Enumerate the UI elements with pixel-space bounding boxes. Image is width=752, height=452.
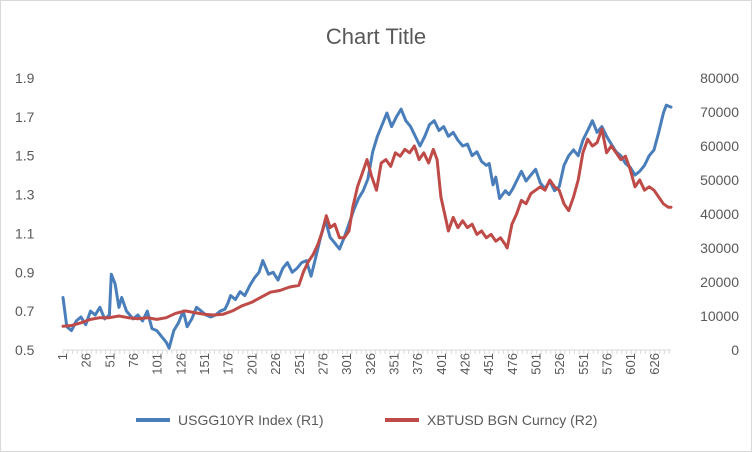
x-tick-label: 476: [505, 353, 520, 375]
x-tick-label: 301: [339, 353, 354, 375]
y-right-tick-label: 40000: [700, 206, 739, 222]
x-tick-label: 1: [55, 353, 70, 360]
series-line-2: [61, 127, 673, 328]
x-tick-label: 126: [173, 353, 188, 375]
legend-label-2: XBTUSD BGN Curncy (R2): [427, 412, 597, 428]
y-left-tick-label: 0.5: [15, 342, 35, 358]
y-left-tick-label: 1.7: [15, 109, 35, 125]
x-tick-label: 76: [126, 353, 141, 367]
x-tick-label: 226: [268, 353, 283, 375]
legend-label-1: USGG10YR Index (R1): [178, 412, 324, 428]
x-tick-label: 176: [221, 353, 236, 375]
y-right-tick-label: 30000: [700, 240, 739, 256]
y-left-tick-label: 0.7: [15, 303, 35, 319]
y-right-tick-label: 10000: [700, 308, 739, 324]
x-tick-label: 26: [79, 353, 94, 367]
x-tick-label: 101: [150, 353, 165, 375]
series-line-1: [61, 103, 673, 350]
x-tick-label: 151: [197, 353, 212, 375]
legend: USGG10YR Index (R1) XBTUSD BGN Curncy (R2…: [136, 412, 597, 428]
y-left-tick-label: 1.5: [15, 148, 35, 164]
y-right-tick-label: 70000: [700, 104, 739, 120]
x-tick-label: 276: [315, 353, 330, 375]
y-right-tick-label: 60000: [700, 138, 739, 154]
x-tick-label: 251: [292, 353, 307, 375]
y-left-tick-label: 0.9: [15, 264, 35, 280]
y-right-tick-label: 50000: [700, 172, 739, 188]
x-axis: 1 26 51 76 101 126 151 176 201 226 251 276 301 326 351…: [55, 349, 671, 375]
plot-area: [61, 103, 673, 350]
y-left-axis: 0.5 0.7 0.9 1.1 1.3 1.5 1.7 1.9: [15, 70, 35, 358]
x-tick-label: 601: [623, 353, 638, 375]
y-left-tick-label: 1.3: [15, 187, 35, 203]
x-tick-label: 376: [410, 353, 425, 375]
x-tick-label: 326: [363, 353, 378, 375]
x-tick-label: 626: [647, 353, 662, 375]
x-tick-label: 401: [434, 353, 449, 375]
x-tick-label: 201: [244, 353, 259, 375]
y-right-axis: 0 10000 20000 30000 40000 50000 60000 70000 8000…: [700, 70, 739, 358]
x-tick-label: 51: [102, 353, 117, 367]
x-tick-label: 426: [457, 353, 472, 375]
y-left-tick-label: 1.9: [15, 70, 35, 86]
x-tick-label: 551: [576, 353, 591, 375]
y-right-tick-label: 20000: [700, 274, 739, 290]
x-tick-label: 351: [386, 353, 401, 375]
x-tick-label: 451: [481, 353, 496, 375]
y-right-tick-label: 80000: [700, 70, 739, 86]
chart-title: Chart Title: [326, 24, 426, 49]
y-left-tick-label: 1.1: [15, 225, 35, 241]
x-tick-label: 576: [600, 353, 615, 375]
x-tick-label: 526: [552, 353, 567, 375]
y-right-tick-label: 0: [731, 342, 739, 358]
x-tick-label: 501: [529, 353, 544, 375]
